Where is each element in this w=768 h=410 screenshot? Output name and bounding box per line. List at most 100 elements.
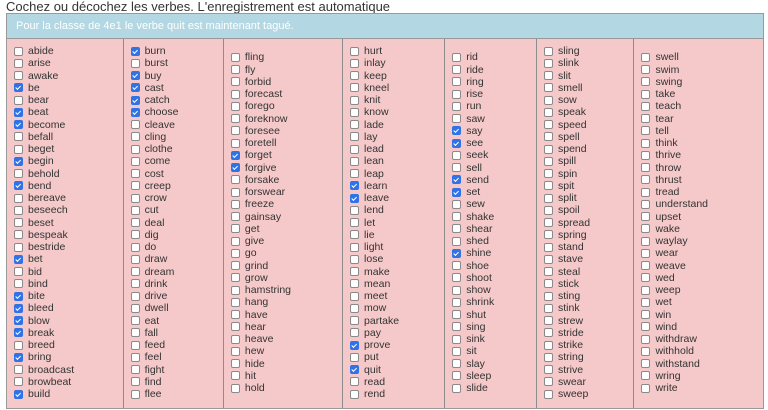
verb-checkbox[interactable] <box>543 107 553 117</box>
verb-item-hide[interactable]: hide <box>230 357 342 370</box>
verb-checkbox[interactable] <box>230 322 240 332</box>
verb-item-shine[interactable]: shine <box>452 247 536 259</box>
verb-checkbox[interactable] <box>130 193 140 203</box>
verb-checkbox[interactable] <box>14 242 23 252</box>
verb-item-grind[interactable]: grind <box>230 259 342 272</box>
verb-item-shoe[interactable]: shoe <box>452 259 536 272</box>
verb-checkbox[interactable] <box>14 205 23 215</box>
verb-item-feel[interactable]: feel <box>130 351 223 363</box>
verb-checkbox[interactable] <box>543 352 553 362</box>
verb-checkbox[interactable] <box>641 334 651 344</box>
verb-checkbox[interactable] <box>350 205 360 215</box>
verb-checkbox[interactable] <box>130 254 140 264</box>
verb-checkbox[interactable] <box>130 169 140 179</box>
verb-checkbox[interactable] <box>452 310 462 319</box>
verb-checkbox[interactable] <box>130 181 140 191</box>
verb-checkbox[interactable] <box>230 285 240 295</box>
verb-checkbox[interactable] <box>452 359 462 368</box>
verb-item-meet[interactable]: meet <box>350 290 444 302</box>
verb-checkbox[interactable] <box>452 65 462 74</box>
verb-item-sing[interactable]: sing <box>452 321 536 333</box>
verb-item-beget[interactable]: beget <box>14 143 123 155</box>
verb-item-forego[interactable]: forego <box>230 100 342 112</box>
verb-checkbox[interactable] <box>230 261 240 270</box>
verb-checkbox[interactable] <box>452 126 462 136</box>
verb-item-forgive[interactable]: forgive <box>230 161 342 174</box>
verb-item-sow[interactable]: sow <box>543 94 633 106</box>
verb-item-breed[interactable]: breed <box>14 339 123 351</box>
verb-checkbox[interactable] <box>350 291 360 301</box>
verb-checkbox[interactable] <box>130 83 140 93</box>
verb-item-bespeak[interactable]: bespeak <box>14 229 123 241</box>
verb-checkbox[interactable] <box>452 236 462 246</box>
verb-item-cut[interactable]: cut <box>130 204 223 216</box>
verb-item-take[interactable]: take <box>641 88 763 100</box>
verb-item-blow[interactable]: blow <box>14 315 123 327</box>
verb-checkbox[interactable] <box>14 328 23 338</box>
verb-item-inlay[interactable]: inlay <box>350 57 444 69</box>
verb-item-leave[interactable]: leave <box>350 192 444 204</box>
verb-item-leap[interactable]: leap <box>350 168 444 180</box>
verb-item-see[interactable]: see <box>452 137 536 149</box>
verb-item-slay[interactable]: slay <box>452 357 536 370</box>
verb-item-drink[interactable]: drink <box>130 278 223 290</box>
verb-item-thrive[interactable]: thrive <box>641 149 763 161</box>
verb-item-be[interactable]: be <box>14 82 123 94</box>
verb-checkbox[interactable] <box>350 218 360 228</box>
verb-checkbox[interactable] <box>543 58 553 68</box>
verb-item-upset[interactable]: upset <box>641 210 763 223</box>
verb-item-abide[interactable]: abide <box>14 45 123 57</box>
verb-checkbox[interactable] <box>452 334 462 344</box>
verb-checkbox[interactable] <box>543 254 553 264</box>
verb-checkbox[interactable] <box>543 303 553 313</box>
verb-checkbox[interactable] <box>230 346 240 356</box>
verb-checkbox[interactable] <box>641 114 651 123</box>
verb-checkbox[interactable] <box>130 218 140 228</box>
verb-item-think[interactable]: think <box>641 137 763 149</box>
verb-item-partake[interactable]: partake <box>350 315 444 327</box>
verb-checkbox[interactable] <box>130 328 140 338</box>
verb-item-speed[interactable]: speed <box>543 119 633 131</box>
verb-item-burn[interactable]: burn <box>130 45 223 57</box>
verb-checkbox[interactable] <box>641 322 651 332</box>
verb-item-lay[interactable]: lay <box>350 131 444 143</box>
verb-item-become[interactable]: become <box>14 119 123 131</box>
verb-item-slide[interactable]: slide <box>452 382 536 394</box>
verb-checkbox[interactable] <box>641 383 651 393</box>
verb-checkbox[interactable] <box>230 334 240 344</box>
verb-checkbox[interactable] <box>543 169 553 179</box>
verb-checkbox[interactable] <box>350 156 360 166</box>
verb-item-awake[interactable]: awake <box>14 70 123 82</box>
verb-checkbox[interactable] <box>543 83 553 93</box>
verb-item-sit[interactable]: sit <box>452 345 536 357</box>
verb-item-fly[interactable]: fly <box>230 63 342 76</box>
verb-checkbox[interactable] <box>130 242 140 252</box>
verb-checkbox[interactable] <box>14 181 23 191</box>
verb-item-forbid[interactable]: forbid <box>230 76 342 88</box>
verb-checkbox[interactable] <box>350 303 360 313</box>
verb-item-shear[interactable]: shear <box>452 223 536 235</box>
verb-checkbox[interactable] <box>14 254 23 264</box>
verb-item-browbeat[interactable]: browbeat <box>14 376 123 388</box>
verb-item-mean[interactable]: mean <box>350 278 444 290</box>
verb-checkbox[interactable] <box>543 71 553 81</box>
verb-checkbox[interactable] <box>130 316 140 326</box>
verb-item-rend[interactable]: rend <box>350 388 444 400</box>
verb-checkbox[interactable] <box>452 224 462 234</box>
verb-item-smell[interactable]: smell <box>543 82 633 94</box>
verb-checkbox[interactable] <box>543 389 553 399</box>
verb-checkbox[interactable] <box>543 291 553 301</box>
verb-item-forecast[interactable]: forecast <box>230 88 342 100</box>
verb-item-read[interactable]: read <box>350 376 444 388</box>
verb-item-strew[interactable]: strew <box>543 315 633 327</box>
verb-checkbox[interactable] <box>14 389 23 399</box>
verb-checkbox[interactable] <box>452 248 462 258</box>
verb-item-bend[interactable]: bend <box>14 180 123 192</box>
verb-checkbox[interactable] <box>130 291 140 301</box>
verb-checkbox[interactable] <box>543 95 553 105</box>
verb-item-kneel[interactable]: kneel <box>350 82 444 94</box>
verb-checkbox[interactable] <box>641 199 651 209</box>
verb-item-find[interactable]: find <box>130 376 223 388</box>
verb-checkbox[interactable] <box>641 359 651 368</box>
verb-item-deal[interactable]: deal <box>130 217 223 229</box>
